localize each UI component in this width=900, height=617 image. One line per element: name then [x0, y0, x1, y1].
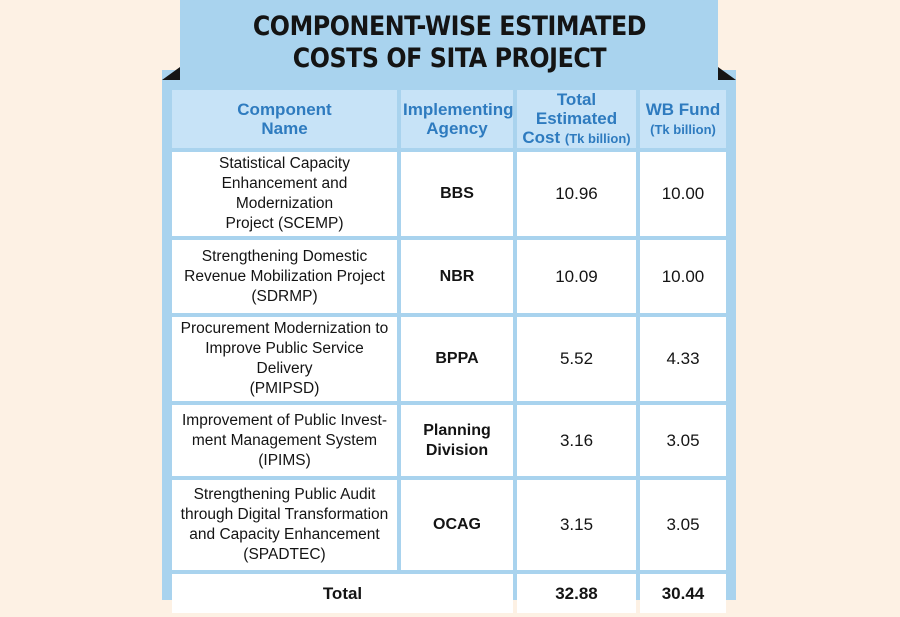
wb-fund-cell: 3.05: [640, 405, 726, 476]
agency-cell: NBR: [401, 240, 513, 313]
title-line-2: COSTS OF SITA PROJECT: [292, 43, 606, 74]
component-name-cell: Statistical Capacity Enhancement and Mode…: [172, 152, 397, 236]
agency-cell: OCAG: [401, 480, 513, 570]
component-name-cell: Improvement of Public Invest-ment Manage…: [172, 405, 397, 476]
component-name-cell: Strengthening Public Audit through Digita…: [172, 480, 397, 570]
total-row: Total 32.88 30.44: [172, 574, 726, 613]
header-wb-fund: WB Fund (Tk billion): [640, 90, 726, 148]
agency-cell: BPPA: [401, 317, 513, 401]
total-cost-cell: 3.16: [517, 405, 636, 476]
component-name-line: and Capacity Enhancement: [189, 526, 380, 543]
title-banner: COMPONENT-WISE ESTIMATED COSTS OF SITA P…: [180, 0, 718, 80]
header-total-cost-unit: (Tk billion): [564, 131, 631, 146]
total-cost-cell: 10.09: [517, 240, 636, 313]
wb-fund-cell: 3.05: [640, 480, 726, 570]
wb-fund-sum: 30.44: [640, 574, 726, 613]
component-name-line: (SDRMP): [251, 287, 318, 305]
ribbon-fold-right: [718, 67, 736, 80]
wb-fund-cell: 4.33: [640, 317, 726, 401]
total-cost-cell: 3.15: [517, 480, 636, 570]
total-label: Total: [172, 574, 513, 613]
component-name-cell: Strengthening Domestic Revenue Mobilizati…: [172, 240, 397, 313]
table-row: Strengthening Public Audit through Digita…: [172, 480, 726, 570]
header-component-line1: Component: [237, 100, 332, 119]
wb-fund-cell: 10.00: [640, 152, 726, 236]
component-name-line: (SPADTEC): [243, 546, 326, 563]
cost-table: Component Name Implementing Agency Total…: [168, 86, 730, 617]
header-row: Component Name Implementing Agency Total…: [172, 90, 726, 148]
component-name-line: (PMIPSD): [249, 380, 320, 397]
component-name-line: Strengthening Domestic: [201, 247, 368, 265]
component-name-line: Statistical Capacity: [219, 155, 350, 172]
table-row: Statistical Capacity Enhancement and Mode…: [172, 152, 726, 236]
chart-title: COMPONENT-WISE ESTIMATED COSTS OF SITA P…: [252, 11, 646, 75]
component-name-line: through Digital Transformation: [180, 506, 389, 523]
agency-cell: Planning Division: [401, 405, 513, 476]
component-name-line: ment Management System: [191, 431, 378, 449]
component-name-line: Revenue Mobilization Project: [184, 267, 385, 285]
header-component: Component Name: [172, 90, 397, 148]
ribbon-fold-left: [162, 67, 180, 80]
component-name-cell: Procurement Modernization to Improve Publ…: [172, 317, 397, 401]
component-name-line: Project (SCEMP): [225, 215, 344, 232]
component-name-line: Enhancement and Modernization: [221, 175, 348, 212]
total-cost-sum: 32.88: [517, 574, 636, 613]
total-cost-cell: 5.52: [517, 317, 636, 401]
component-name-line: Strengthening Public Audit: [193, 486, 376, 503]
header-agency-line2: Agency: [426, 119, 488, 138]
header-component-line2: Name: [261, 119, 308, 138]
table-row: Strengthening Domestic Revenue Mobilizati…: [172, 240, 726, 313]
header-agency: Implementing Agency: [401, 90, 514, 148]
title-line-1: COMPONENT-WISE ESTIMATED: [252, 11, 646, 42]
component-name-line: Improvement of Public Invest-: [181, 411, 388, 429]
header-total-cost-line2: Cost: [522, 128, 561, 147]
agency-cell: BBS: [401, 152, 513, 236]
total-cost-cell: 10.96: [517, 152, 636, 236]
table-row: Improvement of Public Invest-ment Manage…: [172, 405, 726, 476]
table-row: Procurement Modernization to Improve Publ…: [172, 317, 726, 401]
header-total-cost: Total Estimated Cost (Tk billion): [517, 90, 636, 148]
header-wb-fund-line1: WB Fund: [645, 99, 721, 119]
header-wb-fund-unit: (Tk billion): [650, 121, 716, 137]
component-name-line: (IPIMS): [258, 451, 311, 469]
component-name-line: Procurement Modernization to: [180, 320, 389, 337]
header-agency-line1: Implementing: [403, 100, 514, 119]
component-name-line: Improve Public Service Delivery: [205, 340, 364, 377]
wb-fund-cell: 10.00: [640, 240, 726, 313]
header-total-cost-line1: Total Estimated: [535, 90, 618, 128]
